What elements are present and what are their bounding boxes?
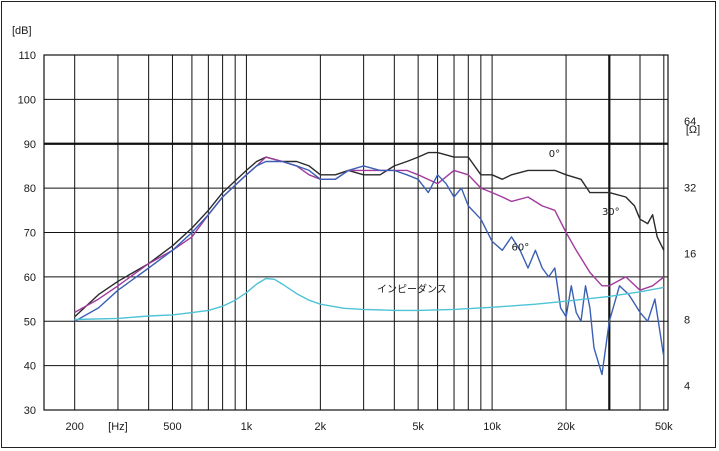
y2-tick-label: 8 (684, 315, 690, 327)
y-tick-label: 50 (24, 316, 36, 328)
y-tick-label: 90 (24, 139, 36, 151)
curve-label: 30° (602, 207, 620, 218)
x-tick-label: 2k (315, 421, 327, 433)
x-unit-label: [Hz] (108, 421, 128, 433)
curve-label: 0° (549, 149, 560, 160)
grid-lines (43, 54, 669, 411)
y2-tick-label: 4 (684, 381, 690, 393)
x-tick-label: 1k (241, 421, 253, 433)
plot-border (43, 54, 669, 411)
y-unit-label: [dB] (12, 25, 32, 37)
series-line (74, 156, 665, 314)
x-tick-label: 5k (412, 421, 424, 433)
curve-annotations: 0° 30° 60° インピーダンス (377, 149, 620, 295)
y-tick-label: 30 (24, 405, 36, 417)
curve-label: 60° (512, 242, 530, 253)
y-tick-label: 100 (18, 94, 36, 106)
series-line (74, 160, 665, 376)
y2-tick-label: 16 (684, 248, 696, 260)
x-tick-label: 20k (557, 421, 575, 433)
x-tick-label: 200 (66, 421, 84, 433)
x-tick-label: 500 (163, 421, 181, 433)
series-lines (74, 151, 665, 376)
y2-unit-label: [Ω] (686, 124, 700, 136)
series-line (74, 277, 664, 321)
series-line (74, 151, 665, 318)
y2-tick-label: 32 (684, 182, 696, 194)
x-tick-label: 10k (483, 421, 501, 433)
y-tick-label: 80 (24, 183, 36, 195)
y-tick-label: 70 (24, 228, 36, 240)
y2-tick-label: 64 (684, 116, 696, 128)
y-tick-label: 60 (24, 272, 36, 284)
axis-labels: 30 40 50 60 70 80 90 100 110 200 500 1k 2k 5k 10k 20k 50… (12, 25, 700, 433)
curve-label: インピーダンス (377, 282, 447, 295)
x-tick-label: 50k (655, 421, 673, 433)
y-tick-label: 110 (18, 50, 36, 62)
y-tick-label: 40 (24, 361, 36, 373)
